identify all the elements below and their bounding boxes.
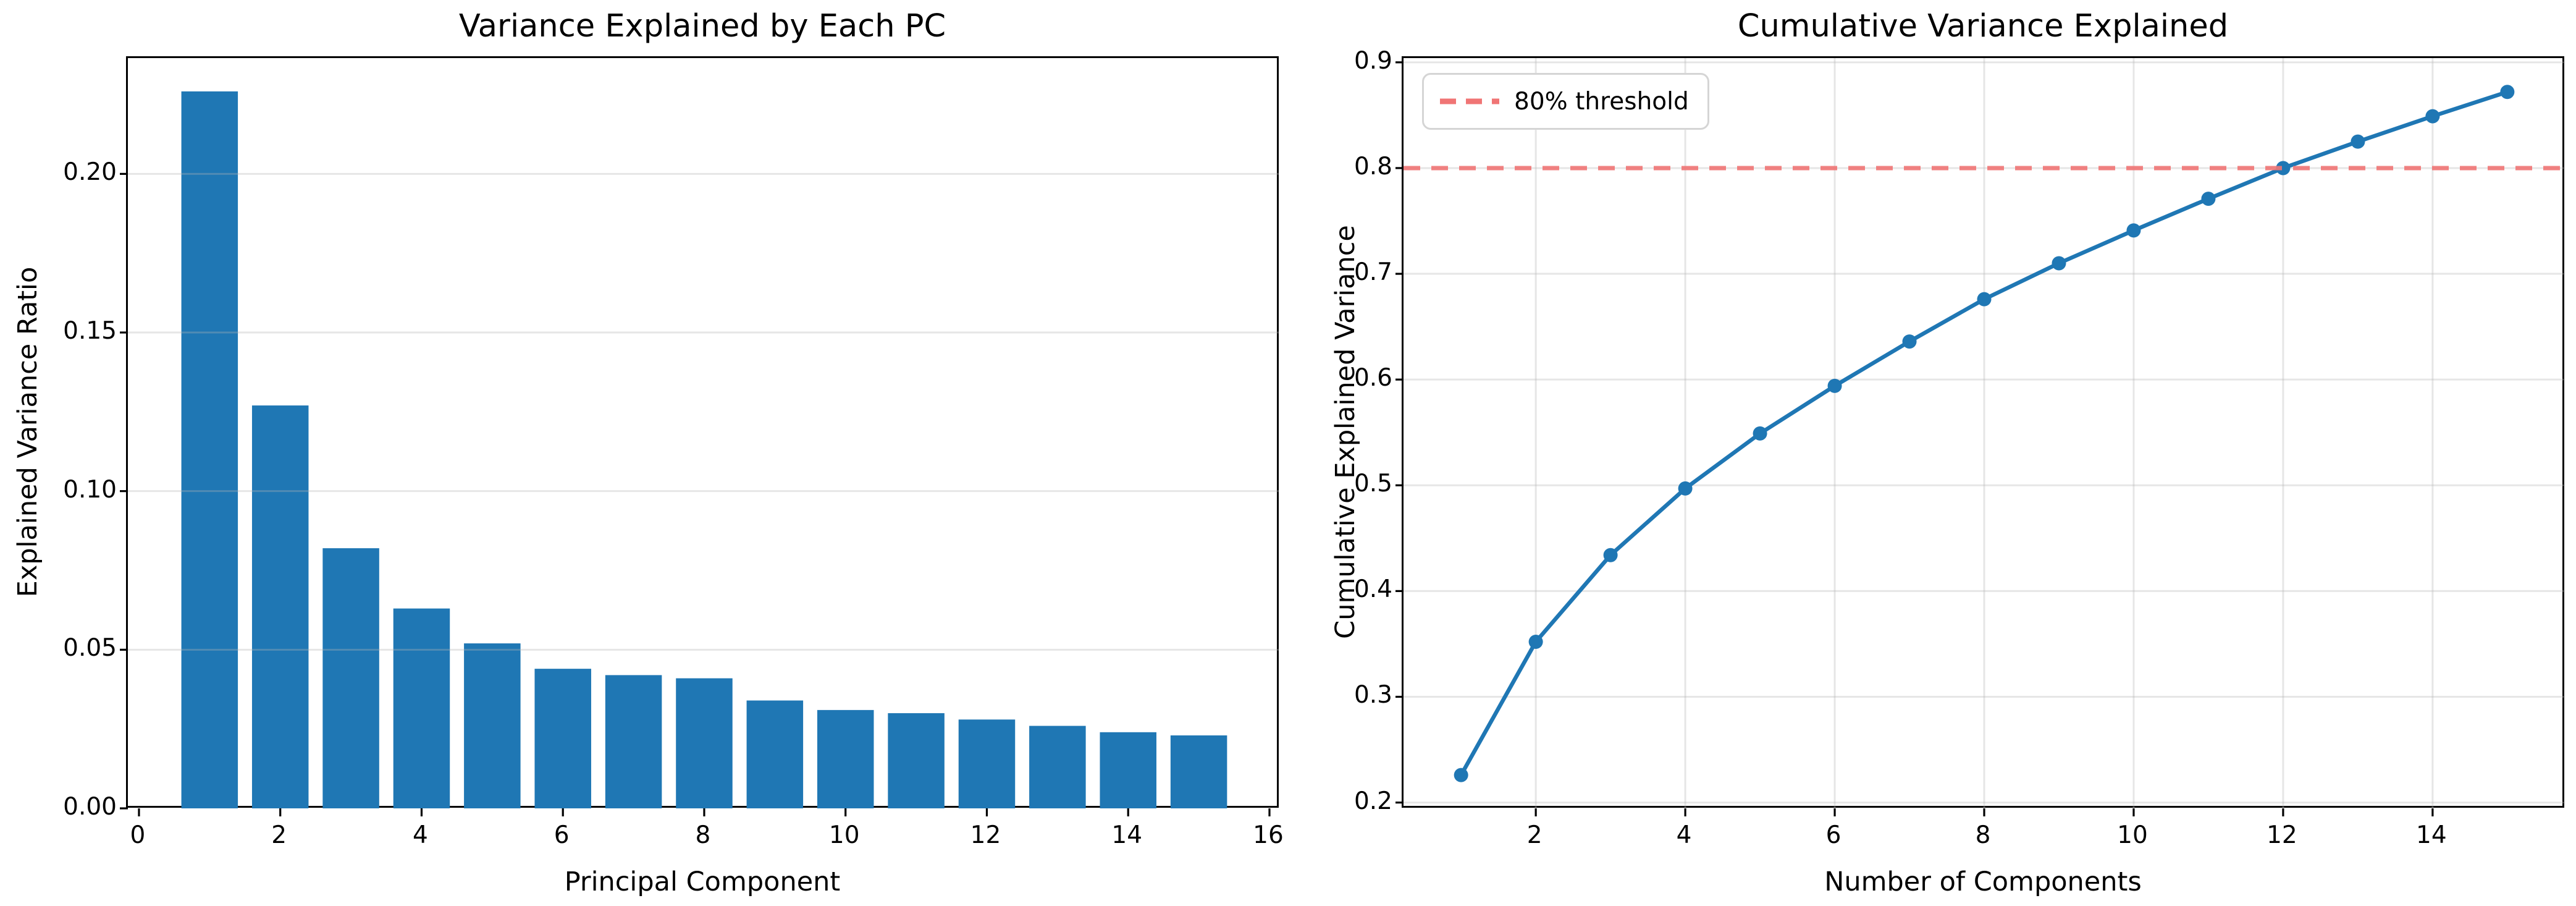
y-tick-label: 0.00 bbox=[63, 793, 117, 821]
y-tick-label: 0.20 bbox=[63, 158, 117, 187]
x-tick-label: 2 bbox=[271, 821, 287, 849]
right-chart-axes bbox=[1395, 56, 2565, 816]
line-chart-canvas bbox=[1395, 58, 2565, 816]
x-tick-label: 8 bbox=[1975, 821, 1991, 849]
data-point bbox=[1528, 635, 1543, 650]
x-tick-label: 0 bbox=[130, 821, 146, 849]
right-chart-xlabel: Number of Components bbox=[1824, 866, 2142, 897]
bar bbox=[605, 675, 662, 808]
y-tick-label: 0.10 bbox=[63, 475, 117, 504]
bar bbox=[888, 713, 945, 808]
data-point bbox=[2351, 134, 2365, 149]
bar bbox=[817, 709, 874, 808]
threshold-legend: 80% threshold bbox=[1422, 73, 1709, 130]
x-tick-label: 14 bbox=[2416, 821, 2447, 849]
x-tick-label: 12 bbox=[2267, 821, 2297, 849]
data-point bbox=[1753, 426, 1767, 441]
left-chart-ylabel: Explained Variance Ratio bbox=[12, 266, 43, 598]
data-point bbox=[2126, 223, 2141, 238]
bar bbox=[958, 719, 1016, 808]
data-point bbox=[1454, 768, 1468, 782]
x-tick-label: 14 bbox=[1111, 821, 1143, 849]
data-point bbox=[1603, 548, 1618, 562]
bar-chart-canvas bbox=[120, 91, 1279, 816]
left-chart-xlabel: Principal Component bbox=[564, 866, 841, 897]
data-point bbox=[1827, 378, 1842, 393]
x-tick-label: 8 bbox=[695, 821, 711, 849]
x-tick-label: 12 bbox=[970, 821, 1001, 849]
y-tick-label: 0.2 bbox=[1353, 787, 1392, 815]
data-point bbox=[1678, 481, 1693, 496]
x-tick-label: 4 bbox=[413, 821, 428, 849]
bar bbox=[181, 91, 238, 808]
bar bbox=[1170, 735, 1227, 808]
x-tick-label: 10 bbox=[828, 821, 860, 849]
x-tick-label: 6 bbox=[1825, 821, 1842, 849]
left-chart-axes bbox=[120, 56, 1279, 816]
y-tick-label: 0.5 bbox=[1353, 470, 1392, 498]
y-tick-label: 0.8 bbox=[1353, 152, 1392, 180]
y-tick-label: 0.3 bbox=[1353, 681, 1392, 709]
x-tick-label: 6 bbox=[554, 821, 570, 849]
y-tick-label: 0.7 bbox=[1353, 258, 1392, 287]
data-point bbox=[2052, 256, 2066, 271]
bar bbox=[534, 669, 591, 808]
x-tick-label: 16 bbox=[1253, 821, 1284, 849]
y-tick-label: 0.05 bbox=[63, 634, 117, 663]
data-point bbox=[1977, 292, 1992, 307]
y-tick-label: 0.15 bbox=[63, 317, 117, 345]
bar bbox=[393, 608, 450, 808]
y-tick-label: 0.4 bbox=[1353, 575, 1392, 604]
bar bbox=[251, 405, 309, 808]
legend-dash-icon bbox=[1440, 98, 1499, 104]
left-chart-title: Variance Explained by Each PC bbox=[458, 8, 946, 44]
x-tick-label: 10 bbox=[2117, 821, 2148, 849]
legend-label: 80% threshold bbox=[1514, 87, 1689, 116]
right-chart-title: Cumulative Variance Explained bbox=[1737, 8, 2229, 44]
x-tick-label: 2 bbox=[1526, 821, 1543, 849]
data-point bbox=[2500, 85, 2515, 99]
y-tick-label: 0.9 bbox=[1353, 46, 1392, 75]
y-tick-label: 0.6 bbox=[1353, 364, 1392, 392]
bar bbox=[746, 700, 804, 808]
bar bbox=[1029, 726, 1086, 808]
data-point bbox=[2425, 109, 2440, 124]
bar bbox=[464, 643, 521, 808]
data-point bbox=[2201, 192, 2216, 206]
data-point bbox=[1902, 334, 1917, 349]
data-point bbox=[2276, 161, 2291, 176]
x-tick-label: 4 bbox=[1676, 821, 1692, 849]
bar bbox=[322, 548, 379, 808]
bar bbox=[676, 678, 733, 808]
bar bbox=[1100, 732, 1156, 808]
